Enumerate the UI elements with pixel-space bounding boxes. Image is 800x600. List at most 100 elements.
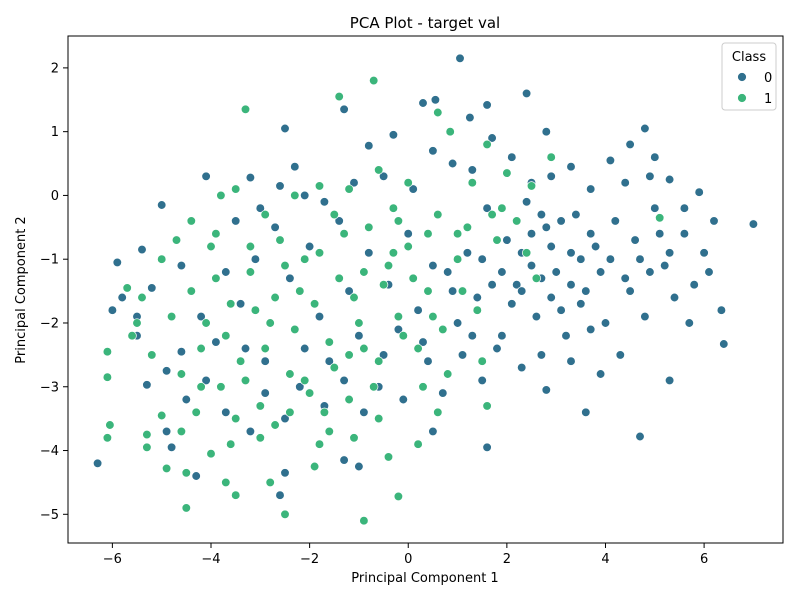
point-class-0-74 <box>472 292 482 303</box>
point-class-0-59 <box>324 356 334 366</box>
point-class-1-120 <box>245 241 256 252</box>
point-class-0-92 <box>650 203 660 213</box>
point-class-0-96 <box>689 280 699 290</box>
point-class-0-80 <box>531 311 542 322</box>
legend-marker-class-1 <box>737 93 747 103</box>
point-class-0-5 <box>176 260 187 271</box>
point-class-1-3 <box>102 433 113 443</box>
point-class-0-81 <box>541 222 551 232</box>
point-class-1-72 <box>211 273 221 283</box>
point-class-0-24 <box>709 216 719 226</box>
point-class-1-81 <box>300 375 310 386</box>
point-class-1-94 <box>428 311 438 322</box>
point-class-1-65 <box>452 254 463 264</box>
point-class-0-168 <box>447 286 458 296</box>
point-class-0-63 <box>364 248 374 258</box>
point-class-0-135 <box>507 152 517 162</box>
point-class-1-0 <box>102 347 113 357</box>
point-class-1-67 <box>472 305 482 315</box>
point-class-1-2 <box>105 420 115 430</box>
point-class-0-117 <box>260 388 270 398</box>
point-class-1-132 <box>452 229 463 239</box>
point-class-0-140 <box>605 155 616 166</box>
point-class-1-128 <box>477 356 487 366</box>
point-class-1-100 <box>344 184 354 194</box>
point-class-0-172 <box>645 267 655 277</box>
point-class-1-9 <box>161 463 172 474</box>
point-class-1-34 <box>433 407 443 417</box>
point-class-0-115 <box>300 343 310 354</box>
point-class-0-29 <box>635 431 645 442</box>
point-class-1-71 <box>201 318 211 328</box>
point-class-0-2 <box>117 292 127 303</box>
point-class-0-22 <box>650 152 660 162</box>
y-tick-label-7: 2 <box>51 61 59 76</box>
y-tick-label-1: −4 <box>40 444 59 459</box>
point-class-1-38 <box>186 286 196 296</box>
point-class-1-36 <box>166 311 177 322</box>
point-class-1-7 <box>142 442 152 452</box>
point-class-0-53 <box>260 356 270 366</box>
point-class-1-86 <box>349 292 359 303</box>
point-class-1-85 <box>339 229 349 239</box>
legend-marker-class-0 <box>737 72 747 82</box>
point-class-1-31 <box>349 433 359 443</box>
point-class-1-99 <box>314 181 325 191</box>
point-class-1-130 <box>521 248 532 258</box>
point-class-0-82 <box>551 267 561 277</box>
point-class-1-115 <box>127 331 137 341</box>
point-class-1-73 <box>221 331 231 341</box>
point-class-1-40 <box>206 241 216 252</box>
point-class-0-8 <box>280 123 290 134</box>
point-class-0-48 <box>196 311 206 322</box>
point-class-0-156 <box>507 299 517 309</box>
point-class-0-85 <box>581 286 591 296</box>
point-class-1-134 <box>393 216 404 226</box>
point-class-0-147 <box>536 209 547 220</box>
point-class-1-46 <box>265 318 275 328</box>
point-class-0-12 <box>388 130 399 140</box>
point-class-0-99 <box>684 318 694 328</box>
point-class-0-77 <box>502 235 512 245</box>
point-class-0-79 <box>521 197 532 207</box>
point-class-0-83 <box>561 331 571 341</box>
point-class-1-18 <box>359 516 369 526</box>
point-class-1-92 <box>408 273 418 283</box>
point-class-1-19 <box>393 491 404 502</box>
point-class-0-157 <box>517 286 527 296</box>
point-class-0-173 <box>655 229 665 239</box>
point-class-0-32 <box>482 442 492 452</box>
point-class-0-71 <box>443 267 453 277</box>
point-class-0-103 <box>536 350 547 360</box>
point-class-1-80 <box>290 324 300 335</box>
point-class-0-26 <box>716 305 727 315</box>
point-class-0-166 <box>487 280 497 290</box>
point-class-1-63 <box>433 209 443 220</box>
point-class-0-76 <box>492 343 502 354</box>
x-axis-ticks: −6 −4 −2 0 2 4 6 <box>103 543 708 567</box>
legend-box <box>721 42 777 111</box>
point-class-0-75 <box>482 203 492 213</box>
point-class-0-131 <box>428 146 438 156</box>
point-class-1-12 <box>206 449 216 459</box>
point-class-1-90 <box>388 203 399 213</box>
point-class-1-28 <box>497 203 507 213</box>
point-class-0-146 <box>526 260 537 271</box>
point-class-0-38 <box>245 426 256 437</box>
point-class-0-78 <box>512 280 522 290</box>
x-tick-label-5: 4 <box>601 552 609 567</box>
point-class-1-22 <box>369 75 379 86</box>
point-class-0-31 <box>541 385 551 395</box>
point-class-1-84 <box>329 362 339 373</box>
point-class-0-151 <box>576 254 586 264</box>
point-class-0-138 <box>566 162 576 172</box>
point-class-0-67 <box>403 229 413 239</box>
point-class-1-123 <box>329 209 339 220</box>
point-class-0-90 <box>630 235 640 245</box>
point-class-1-75 <box>240 375 251 386</box>
point-class-0-30 <box>581 407 591 417</box>
point-class-0-116 <box>280 413 290 424</box>
point-class-0-43 <box>107 305 118 315</box>
point-class-0-84 <box>571 209 581 220</box>
point-class-0-13 <box>418 98 428 108</box>
